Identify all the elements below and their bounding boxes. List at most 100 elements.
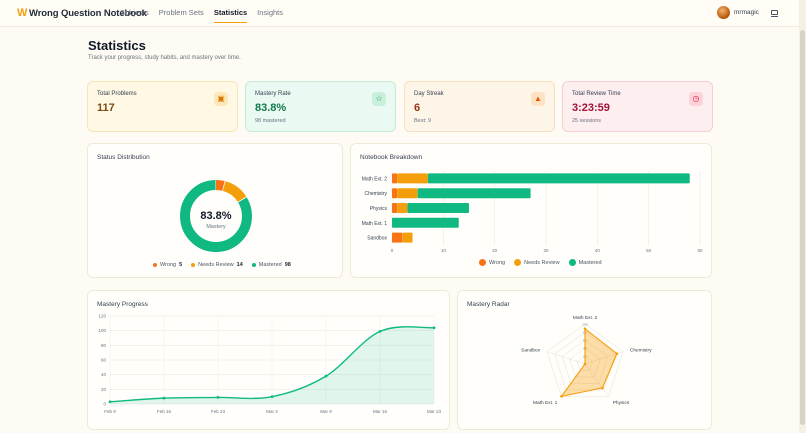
legend-dot xyxy=(568,259,576,266)
x-tick-label: Feb 23 xyxy=(211,409,226,414)
nav-problem-sets[interactable]: Problem Sets xyxy=(158,8,204,17)
radar-chart: 020406080100Math Ext. 2ChemistryPhysicsM… xyxy=(521,315,652,406)
bar-wrong xyxy=(392,173,398,184)
legend-mastered[interactable]: Mastered xyxy=(568,259,602,266)
stat-meta: 98 mastered xyxy=(255,118,286,124)
data-point xyxy=(216,396,220,399)
radar-point xyxy=(583,362,587,366)
x-tick-label: 50 xyxy=(646,248,652,253)
x-tick-label: Mar 9 xyxy=(320,409,332,414)
x-tick-label: Mar 2 xyxy=(266,409,278,414)
stat-value: 117 xyxy=(97,102,115,114)
legend-wrong[interactable]: Wrong 5 xyxy=(153,262,182,268)
legend-count: 98 xyxy=(284,262,291,268)
y-tick-label: 120 xyxy=(98,314,106,319)
stat-card-mastery-rate: Mastery Rate 83.8% 98 mastered ☆ xyxy=(245,81,396,132)
x-tick-label: 0 xyxy=(391,248,394,253)
bar-needs-review xyxy=(402,232,413,243)
avatar xyxy=(717,6,730,19)
bar-needs-review xyxy=(397,188,418,199)
radar-point xyxy=(583,327,587,331)
donut-slice-wrong[interactable] xyxy=(180,180,252,252)
donut-chart: 83.8% Mastery xyxy=(180,180,252,252)
nav-insights[interactable]: Insights xyxy=(257,8,284,17)
legend-label: Mastered xyxy=(578,259,602,266)
bar-wrong xyxy=(392,188,398,199)
legend-mastered[interactable]: Mastered 98 xyxy=(251,262,291,268)
radar-ring xyxy=(554,331,616,391)
mastery-progress-card: Mastery Progress 0 20 40 60 80 100 120 Feb 9 Feb… xyxy=(87,290,450,430)
clock-icon: ◷ xyxy=(689,92,703,106)
x-tick-label: Feb 16 xyxy=(157,409,172,414)
legend-label: Wrong xyxy=(160,262,177,268)
radar-axis-label: Chemistry xyxy=(630,347,652,353)
nav-subjects[interactable]: Subjects xyxy=(120,8,149,17)
donut-center-value: 83.8% xyxy=(200,210,231,222)
data-point xyxy=(270,395,274,399)
legend-dot xyxy=(479,259,486,266)
legend-dot xyxy=(251,263,256,267)
legend-count: 14 xyxy=(236,262,243,268)
mastery-radar-card: Mastery Radar 020406080100Math Ext. 2Che… xyxy=(457,290,712,430)
radar-ring-label: 100 xyxy=(582,323,588,327)
bar-wrong xyxy=(392,203,398,213)
clipboard-icon: ▣ xyxy=(214,92,228,106)
card-title: Status Distribution xyxy=(97,154,150,161)
y-tick-label: 100 xyxy=(98,328,106,333)
bar-mastered xyxy=(392,217,459,228)
data-point xyxy=(378,330,382,333)
stat-label: Total Review Time xyxy=(572,91,621,97)
y-tick-label: 20 xyxy=(101,387,107,392)
legend-label: Mastered xyxy=(258,262,282,268)
stat-label: Total Problems xyxy=(97,91,137,97)
radar-axis-label: Sandbox xyxy=(521,347,541,353)
stat-meta: 25 sessions xyxy=(572,118,602,124)
radar-ring xyxy=(569,347,601,378)
bar-needs-review xyxy=(397,203,408,213)
stat-label: Day Streak xyxy=(414,91,444,97)
stat-card-day-streak: Day Streak 6 Best: 9 ▲ xyxy=(404,81,555,132)
trophy-icon: ☆ xyxy=(372,92,386,106)
nav-statistics[interactable]: Statistics xyxy=(213,8,248,23)
x-tick-label: 40 xyxy=(595,248,601,253)
stat-value: 6 xyxy=(414,102,421,114)
flame-icon: ▲ xyxy=(531,92,545,106)
x-tick-label: 30 xyxy=(543,248,549,253)
y-tick-label: 60 xyxy=(101,358,107,363)
radar-point xyxy=(615,352,619,355)
legend-wrong[interactable]: Wrong xyxy=(479,259,505,266)
bar-legend: Wrong Needs Review Mastered xyxy=(479,259,602,266)
stat-card-total-problems: Total Problems 117 ▣ xyxy=(87,81,238,132)
top-bar: W Wrong Question Notebook Subjects Probl… xyxy=(0,0,806,27)
legend-label: Needs Review xyxy=(198,262,234,268)
app-name: Wrong Question Notebook xyxy=(29,7,147,19)
display-mode-icon[interactable] xyxy=(771,10,778,17)
donut-slice-mastered[interactable] xyxy=(180,180,252,252)
data-point xyxy=(162,396,166,400)
bar-mastered xyxy=(417,188,531,199)
legend-needs-review[interactable]: Needs Review 14 xyxy=(191,262,243,268)
user-name: mrmagic xyxy=(734,9,759,16)
y-tick-label: Sandbox xyxy=(367,236,387,242)
legend-needs-review[interactable]: Needs Review xyxy=(514,259,560,266)
x-tick-label: Mar 16 xyxy=(373,409,388,414)
user-menu[interactable]: mrmagic xyxy=(717,6,759,19)
legend-dot xyxy=(191,263,196,267)
y-tick-label: Physics xyxy=(370,206,388,212)
stat-meta: Best: 9 xyxy=(414,118,432,124)
y-tick-label: Math Ext. 2 xyxy=(362,176,388,182)
page-title: Statistics xyxy=(88,38,146,53)
page-scrollbar[interactable] xyxy=(799,0,806,433)
app-logo[interactable]: W Wrong Question Notebook xyxy=(17,7,147,19)
radar-axis-label: Physics xyxy=(613,400,630,406)
card-title: Mastery Radar xyxy=(467,301,510,308)
y-tick-label: Chemistry xyxy=(364,191,387,197)
area-chart: 0 20 40 60 80 100 120 Feb 9 Feb 16 Feb 23 Mar 2 Mar… xyxy=(98,314,441,415)
x-tick-label: 20 xyxy=(492,248,498,253)
y-tick-label: 0 xyxy=(103,402,106,407)
radar-point xyxy=(560,395,563,398)
data-point xyxy=(432,326,436,330)
y-tick-label: Math Ext. 1 xyxy=(362,221,388,227)
data-point xyxy=(324,374,328,378)
scrollbar-thumb[interactable] xyxy=(800,30,805,425)
